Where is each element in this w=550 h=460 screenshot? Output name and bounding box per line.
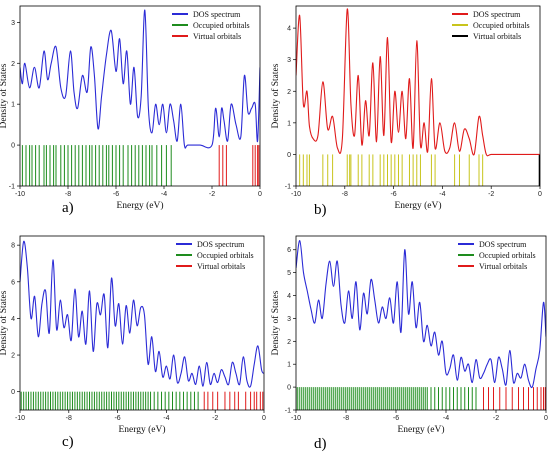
- legend-entry: Occupied orbitals: [193, 21, 250, 30]
- y-tick-label: 2: [11, 353, 15, 360]
- occupied-orbital-sticks: [21, 145, 172, 186]
- legend-entry: Virtual orbitals: [193, 32, 241, 41]
- legend-entry: Virtual orbitals: [479, 262, 527, 271]
- x-axis-label: Energy (eV): [394, 200, 441, 211]
- dos-spectrum-line: [20, 9, 260, 149]
- x-tick-label: -6: [390, 191, 396, 198]
- x-axis-label: Energy (eV): [116, 200, 163, 211]
- x-tick-label: -4: [439, 191, 445, 198]
- y-tick-label: -1: [285, 408, 291, 415]
- y-tick-label: 2: [11, 61, 15, 68]
- x-tick-label: -10: [15, 415, 25, 422]
- y-tick-label: 4: [287, 293, 291, 300]
- plot-frame: [19, 235, 265, 411]
- x-tick-label: -2: [209, 191, 215, 198]
- y-tick-label: 0: [11, 389, 15, 396]
- legend-entry: DOS spectrum: [197, 240, 245, 249]
- y-tick-label: 4: [287, 26, 291, 33]
- y-tick-label: 3: [287, 57, 291, 64]
- y-tick-label: 3: [11, 20, 15, 27]
- panel-label: b): [314, 202, 327, 218]
- y-axis-label: Density of States: [0, 290, 9, 355]
- y-tick-label: 1: [287, 362, 291, 369]
- x-tick-label: -10: [291, 191, 301, 198]
- legend: DOS spectrum Occupied orbitals Virtual orb…: [458, 240, 536, 271]
- legend-entry: DOS spectrum: [473, 10, 521, 19]
- plot-frame: [295, 5, 541, 187]
- virtual-orbital-sticks: [218, 145, 260, 186]
- x-tick-label: 0: [544, 415, 548, 422]
- y-tick-label: -1: [9, 184, 15, 191]
- x-tick-label: -8: [342, 191, 348, 198]
- panel-label: a): [62, 200, 74, 216]
- legend-entry: Occupied orbitals: [197, 251, 254, 260]
- y-tick-label: 2: [287, 339, 291, 346]
- x-tick-label: -6: [393, 415, 399, 422]
- y-tick-label: 1: [11, 102, 15, 109]
- legend-entry: DOS spectrum: [479, 240, 527, 249]
- x-tick-label: -4: [161, 191, 167, 198]
- y-tick-label: 8: [11, 243, 15, 250]
- x-tick-label: 0: [258, 191, 262, 198]
- x-axis-label: Energy (eV): [397, 424, 444, 435]
- y-tick-label: -1: [285, 184, 291, 191]
- legend: DOS spectrum Occupied orbitals Virtual orb…: [452, 10, 530, 41]
- y-axis-label: Density of States: [270, 290, 281, 355]
- x-tick-label: -8: [65, 191, 71, 198]
- dos-spectrum-line: [296, 240, 546, 389]
- occupied-orbital-sticks: [20, 391, 199, 410]
- virtual-orbital-sticks: [483, 387, 546, 410]
- x-tick-label: -4: [163, 415, 169, 422]
- x-tick-label: -6: [113, 191, 119, 198]
- y-tick-label: 6: [11, 279, 15, 286]
- x-tick-label: -2: [488, 191, 494, 198]
- y-tick-label: 4: [11, 316, 15, 323]
- panel-label: c): [62, 434, 74, 450]
- y-tick-label: 2: [287, 89, 291, 96]
- legend: DOS spectrum Occupied orbitals Virtual orb…: [176, 240, 254, 271]
- legend-entry: Occupied orbitals: [479, 251, 536, 260]
- x-tick-label: -2: [212, 415, 218, 422]
- y-tick-label: 1: [287, 120, 291, 127]
- legend: DOS spectrum Occupied orbitals Virtual orb…: [172, 10, 250, 41]
- legend-entry: Virtual orbitals: [197, 262, 245, 271]
- occupied-orbital-sticks: [296, 387, 477, 410]
- legend-entry: Virtual orbitals: [473, 32, 521, 41]
- y-axis-label: Density of States: [270, 63, 281, 128]
- x-tick-label: -2: [493, 415, 499, 422]
- y-tick-label: 6: [287, 247, 291, 254]
- virtual-orbital-sticks: [203, 391, 264, 410]
- x-axis-label: Energy (eV): [118, 424, 165, 435]
- x-tick-label: -6: [114, 415, 120, 422]
- y-tick-label: 0: [287, 385, 291, 392]
- legend-entry: DOS spectrum: [193, 10, 241, 19]
- x-tick-label: 0: [538, 191, 542, 198]
- plot-frame: [19, 5, 261, 187]
- dos-spectrum-line: [296, 8, 540, 157]
- x-tick-label: -8: [343, 415, 349, 422]
- x-tick-label: -4: [443, 415, 449, 422]
- y-tick-label: 0: [287, 152, 291, 159]
- x-tick-label: -10: [15, 191, 25, 198]
- x-tick-label: -8: [66, 415, 72, 422]
- legend-entry: Occupied orbitals: [473, 21, 530, 30]
- y-tick-label: 0: [11, 143, 15, 150]
- dos-panel-3: -10 -8 -6 -4 -2 0 0 2 4 6 8 Energy (eV) Density of S…: [0, 235, 266, 450]
- dos-spectrum-line: [20, 240, 264, 388]
- plot-frame: [295, 235, 547, 411]
- x-tick-label: 0: [262, 415, 266, 422]
- x-tick-label: -10: [291, 415, 301, 422]
- occupied-orbital-sticks: [299, 154, 484, 186]
- y-tick-label: 3: [287, 316, 291, 323]
- y-axis-label: Density of States: [0, 63, 9, 128]
- panel-label: d): [314, 436, 327, 452]
- y-tick-label: 5: [287, 270, 291, 277]
